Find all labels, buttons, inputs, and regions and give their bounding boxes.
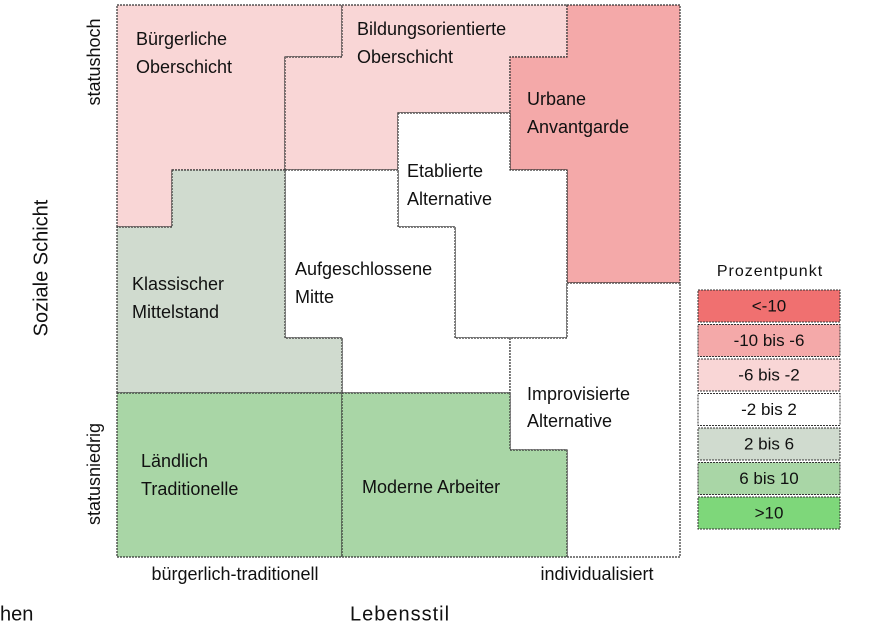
region-label: Improvisierte bbox=[527, 384, 630, 404]
axis-title: Lebensstil bbox=[350, 603, 450, 625]
legend-title: Prozentpunkt bbox=[717, 263, 823, 280]
axis-end-label: statusniedrig bbox=[84, 423, 104, 525]
legend-label: 6 bis 10 bbox=[739, 469, 799, 488]
region-label: Bildungsorientierte bbox=[357, 19, 506, 39]
axis-title: Soziale Schicht bbox=[30, 199, 52, 336]
region-label: Urbane bbox=[527, 89, 586, 109]
legend-swatch bbox=[697, 462, 841, 495]
legend-swatch bbox=[697, 393, 841, 426]
region bbox=[341, 392, 568, 558]
region-label: Anvantgarde bbox=[527, 117, 629, 137]
cut-text: hen bbox=[0, 603, 33, 625]
legend-swatch bbox=[697, 358, 841, 392]
region-label: Aufgeschlossene bbox=[295, 259, 432, 279]
axis-end-label: individualisiert bbox=[540, 564, 653, 584]
region-label: Traditionelle bbox=[141, 479, 238, 499]
region-label: Ländlich bbox=[141, 451, 208, 471]
legend-label: -10 bis -6 bbox=[734, 331, 805, 350]
region-label: Bürgerliche bbox=[136, 29, 227, 49]
region-label: Mitte bbox=[295, 287, 334, 307]
legend-label: <-10 bbox=[752, 296, 787, 315]
legend-swatch bbox=[697, 427, 841, 461]
axis-end-label: bürgerlich-traditionell bbox=[151, 564, 318, 584]
region-label: Mittelstand bbox=[132, 302, 219, 322]
region-label: Moderne Arbeiter bbox=[362, 477, 500, 497]
region-label: Alternative bbox=[527, 411, 612, 431]
legend-label: -6 bis -2 bbox=[738, 365, 799, 384]
region bbox=[116, 392, 343, 558]
legend-label: 2 bis 6 bbox=[744, 434, 794, 453]
region-label: Oberschicht bbox=[136, 57, 232, 77]
region-label: Klassischer bbox=[132, 274, 224, 294]
legend-swatch bbox=[697, 324, 841, 357]
legend-label: >10 bbox=[755, 503, 784, 522]
legend-label: -2 bis 2 bbox=[741, 400, 797, 419]
region-label: Oberschicht bbox=[357, 47, 453, 67]
legend-swatch bbox=[697, 496, 841, 530]
legend: <-10 -10 bis -6 -6 bis -2 -2 bis 2 2 bis 6 6 … bbox=[697, 289, 841, 530]
axis-end-label: statushoch bbox=[84, 18, 104, 105]
region-label: Etablierte bbox=[407, 161, 483, 181]
region-label: Alternative bbox=[407, 189, 492, 209]
regions bbox=[116, 4, 681, 558]
legend-swatch bbox=[697, 289, 841, 323]
